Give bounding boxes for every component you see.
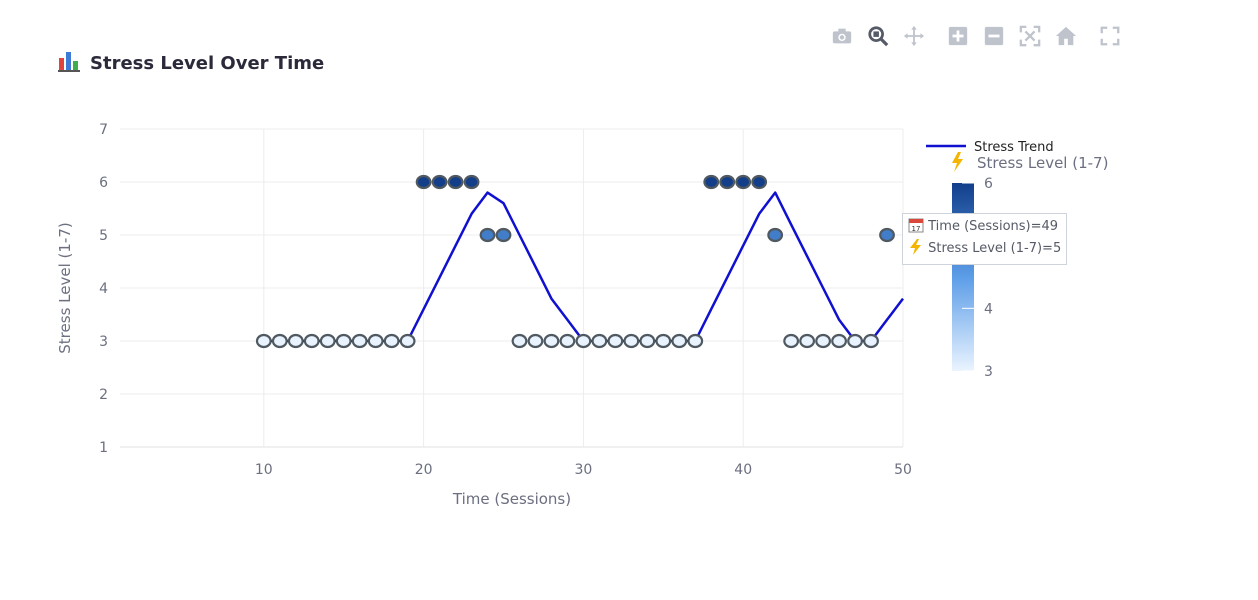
svg-text:17: 17: [912, 225, 921, 233]
zoom-out-icon[interactable]: [980, 22, 1008, 50]
scatter-point[interactable]: [607, 333, 624, 349]
x-tick-label: 20: [415, 462, 433, 478]
chart-title: Stress Level Over Time: [58, 50, 324, 77]
scatter-point[interactable]: [703, 174, 720, 190]
y-tick-label: 3: [99, 334, 108, 350]
scatter-point[interactable]: [287, 333, 304, 349]
scatter-point[interactable]: [447, 174, 464, 190]
scatter-point[interactable]: [559, 333, 576, 349]
pan-icon[interactable]: [900, 22, 928, 50]
hover-tooltip: 17 Time (Sessions)=49 Stress Level (1-7)…: [902, 213, 1068, 265]
scatter-point[interactable]: [463, 174, 480, 190]
zoom-icon[interactable]: [864, 22, 892, 50]
scatter-point[interactable]: [543, 333, 560, 349]
colorbar-tick-label: 6: [984, 176, 993, 192]
scatter-point[interactable]: [623, 333, 640, 349]
tooltip-stress-text: Stress Level (1-7)=5: [928, 241, 1062, 256]
x-tick-label: 50: [894, 462, 912, 478]
scatter-point[interactable]: [319, 333, 336, 349]
scatter-point[interactable]: [303, 333, 320, 349]
y-tick-label: 4: [99, 281, 108, 297]
scatter-point[interactable]: [415, 174, 432, 190]
tooltip-time-text: Time (Sessions)=49: [928, 219, 1059, 234]
scatter-point[interactable]: [511, 333, 528, 349]
scatter-point[interactable]: [863, 333, 879, 349]
colorbar-title: Stress Level (1-7): [977, 154, 1108, 172]
autoscale-icon[interactable]: [1016, 22, 1044, 50]
y-axis-title: Stress Level (1-7): [56, 222, 74, 353]
y-tick-label: 7: [99, 122, 108, 138]
scatter-point[interactable]: [383, 333, 400, 349]
scatter-point[interactable]: [527, 333, 544, 349]
x-tick-label: 40: [734, 462, 752, 478]
tooltip-row-stress: Stress Level (1-7)=5: [908, 239, 1061, 261]
y-axis: 1 2 3 4 5 6 7: [99, 122, 108, 456]
scatter-point[interactable]: [255, 333, 272, 349]
scatter-point[interactable]: [687, 333, 704, 349]
scatter-point[interactable]: [495, 227, 512, 243]
scatter-point[interactable]: [271, 333, 288, 349]
scatter-point[interactable]: [767, 227, 784, 243]
grid: [120, 128, 904, 448]
scatter-point[interactable]: [831, 333, 847, 349]
scatter-point[interactable]: [431, 174, 448, 190]
legend[interactable]: Stress Trend: [926, 140, 1054, 155]
scatter-point[interactable]: [847, 333, 863, 349]
colorbar-tick-label: 4: [984, 301, 993, 317]
y-tick-label: 1: [99, 440, 108, 456]
scatter-point[interactable]: [655, 333, 672, 349]
fullscreen-icon[interactable]: [1096, 22, 1124, 50]
camera-icon[interactable]: [828, 22, 856, 50]
scatter-point[interactable]: [719, 174, 736, 190]
scatter-point[interactable]: [735, 174, 752, 190]
y-tick-label: 2: [99, 387, 108, 403]
calendar-icon: 17: [908, 217, 924, 239]
scatter-point[interactable]: [351, 333, 368, 349]
scatter-point[interactable]: [591, 333, 608, 349]
scatter-point[interactable]: [479, 227, 496, 243]
y-tick-label: 5: [99, 228, 108, 244]
colorbar-tick-label: 3: [984, 364, 993, 380]
scatter-point[interactable]: [575, 333, 592, 349]
scatter-point[interactable]: [783, 333, 800, 349]
colorbar-gradient: [952, 183, 974, 371]
scatter-series: [255, 174, 895, 349]
scatter-point[interactable]: [751, 174, 768, 190]
scatter-point[interactable]: [639, 333, 656, 349]
legend-label-stress-trend[interactable]: Stress Trend: [974, 140, 1054, 155]
scatter-point[interactable]: [367, 333, 384, 349]
x-tick-label: 10: [255, 462, 273, 478]
scatter-point[interactable]: [815, 333, 832, 349]
x-tick-label: 30: [574, 462, 592, 478]
scatter-point[interactable]: [879, 227, 895, 243]
colorbar: Stress Level (1-7) 6 4 3: [952, 152, 1108, 380]
scatter-point[interactable]: [399, 333, 416, 349]
scatter-point[interactable]: [799, 333, 816, 349]
home-icon[interactable]: [1052, 22, 1080, 50]
colorbar-ticks: 6 4 3: [962, 176, 993, 380]
y-tick-label: 6: [99, 175, 108, 191]
chart-title-text: Stress Level Over Time: [90, 53, 325, 74]
lightning-icon: [908, 239, 924, 261]
x-axis: 10 20 30 40 50: [255, 462, 912, 478]
scatter-point[interactable]: [671, 333, 688, 349]
lightning-icon: [952, 152, 963, 172]
x-axis-title: Time (Sessions): [452, 490, 571, 508]
modebar: [828, 22, 1132, 50]
scatter-point[interactable]: [335, 333, 352, 349]
zoom-in-icon[interactable]: [944, 22, 972, 50]
bar-chart-icon: [58, 50, 82, 77]
tooltip-row-time: 17 Time (Sessions)=49: [908, 217, 1061, 239]
